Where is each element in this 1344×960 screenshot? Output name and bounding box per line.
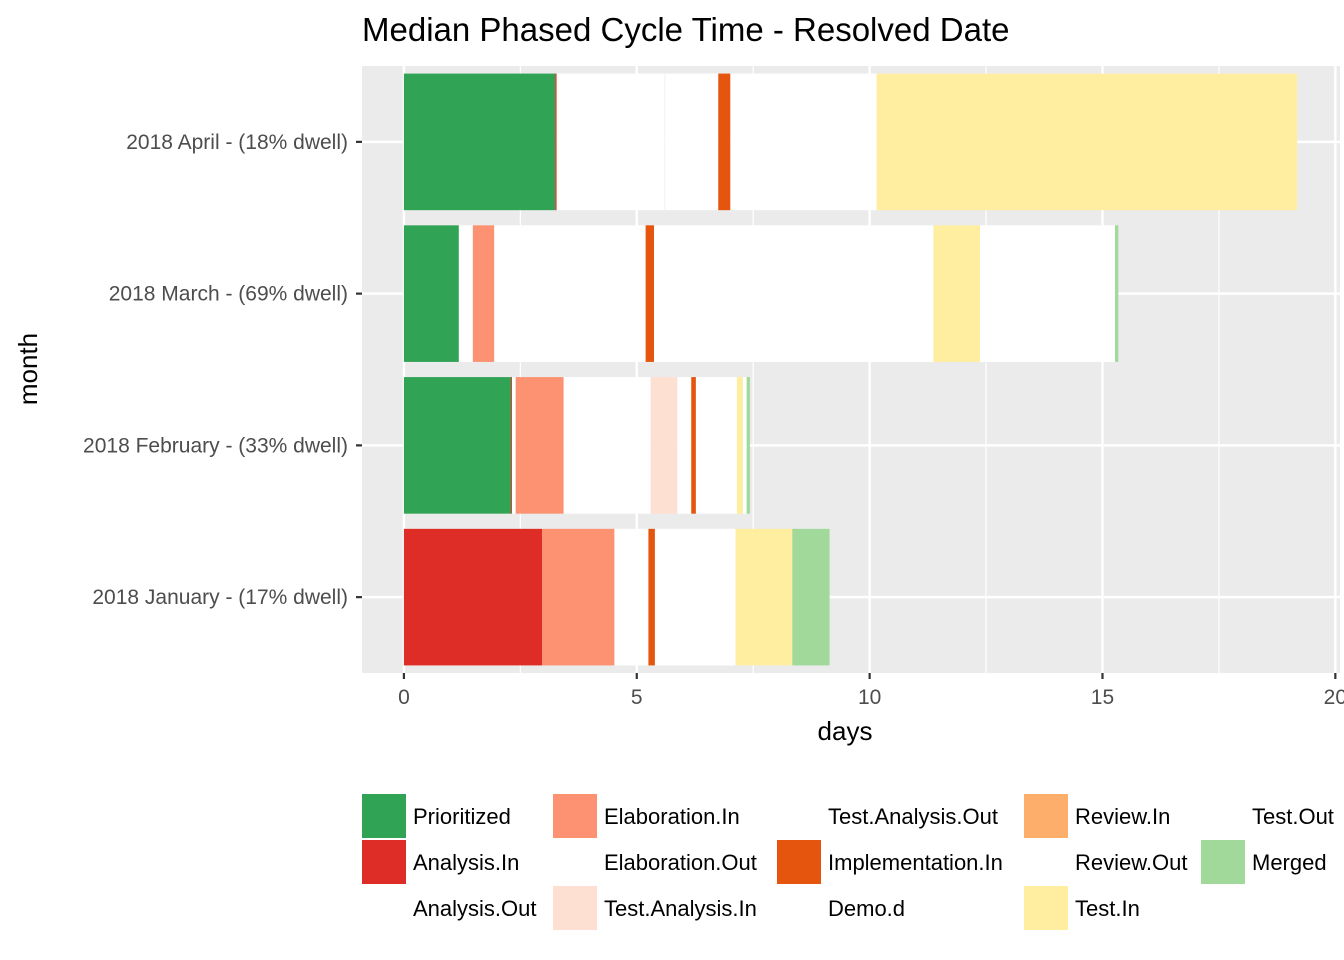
bar-segment-elaboration-in (542, 528, 615, 666)
bar-segment-elaboration-out (494, 225, 646, 362)
legend-key (777, 840, 821, 884)
bar-segment-elaboration-out (614, 528, 649, 666)
bar-segment-analysis-in (511, 377, 512, 514)
bar-segment-test-in (876, 73, 1298, 211)
bar-segment-test-analysis-in (664, 73, 666, 211)
bar-segment-test-in (736, 377, 743, 514)
legend-label: Elaboration.Out (604, 850, 757, 875)
bar-segment-demo-d (695, 377, 737, 514)
legend-label: Demo.d (828, 896, 905, 921)
legend-label: Review.Out (1075, 850, 1188, 875)
legend-key (553, 794, 597, 838)
x-axis: 0 5 10 15 20 (398, 673, 1344, 709)
legend-label: Test.Analysis.Out (828, 804, 998, 829)
bar-segment-test-out (980, 225, 1116, 362)
bar-segment-implementation-in (718, 73, 731, 211)
bar-segment-merged (1115, 225, 1119, 362)
bar-segment-test-analysis-out (677, 377, 692, 514)
bar-segment-analysis-out (511, 377, 516, 514)
legend-key (777, 794, 821, 838)
bar-segment-demo-d (654, 225, 934, 362)
x-tick-label: 15 (1091, 686, 1114, 709)
bar-segment-elaboration-in (515, 377, 564, 514)
bar-segment-elaboration-out (563, 377, 651, 514)
legend-label: Test.In (1075, 896, 1140, 921)
y-tick-label: 2018 February - (33% dwell) (83, 434, 348, 457)
x-tick-label: 5 (631, 686, 643, 709)
bar-segment-analysis-in (555, 73, 557, 211)
y-tick-label: 2018 March - (69% dwell) (109, 283, 348, 306)
legend-label: Test.Analysis.In (604, 896, 757, 921)
legend: Prioritized Analysis.In Analysis.Out Elabor… (362, 794, 1334, 930)
legend-label: Merged (1252, 850, 1327, 875)
y-axis: 2018 April - (18% dwell) 2018 March - (69… (83, 131, 362, 609)
legend-key (553, 886, 597, 930)
legend-key (362, 840, 406, 884)
chart-title: Median Phased Cycle Time - Resolved Date (362, 11, 1009, 48)
bar-segment-merged (746, 377, 750, 514)
legend-key (1201, 794, 1245, 838)
bar-segment-analysis-in (403, 528, 543, 666)
bar-segment-demo-d (730, 73, 877, 211)
legend-label: Test.Out (1252, 804, 1334, 829)
legend-key (362, 794, 406, 838)
x-axis-label: days (818, 716, 873, 746)
bar-segment-implementation-in (691, 377, 696, 514)
bar-segment-implementation-in (645, 225, 655, 362)
bar-segment-test-in (735, 528, 793, 666)
y-tick-label: 2018 April - (18% dwell) (126, 131, 348, 154)
x-tick-label: 0 (398, 686, 410, 709)
bar-segment-test-analysis-out (665, 73, 719, 211)
bar-segment-demo-d (654, 528, 736, 666)
legend-key (1024, 840, 1068, 884)
x-tick-label: 20 (1324, 686, 1344, 709)
bar-segment-elaboration-in (472, 225, 495, 362)
legend-label: Review.In (1075, 804, 1170, 829)
bar-segment-merged (792, 528, 830, 666)
bar-segment-prioritized (403, 73, 556, 211)
legend-key (1024, 886, 1068, 930)
legend-key (362, 886, 406, 930)
legend-key (777, 886, 821, 930)
legend-label: Prioritized (413, 804, 511, 829)
bar-segment-analysis-out (458, 225, 473, 362)
y-axis-label: month (13, 333, 43, 405)
bar-segment-test-analysis-in (650, 377, 678, 514)
legend-key (553, 840, 597, 884)
legend-key (1024, 794, 1068, 838)
bars (403, 73, 1298, 666)
bar-segment-elaboration-out (556, 73, 665, 211)
legend-label: Analysis.In (413, 850, 519, 875)
legend-label: Implementation.In (828, 850, 1003, 875)
y-tick-label: 2018 January - (17% dwell) (92, 586, 348, 609)
bar-segment-test-out (742, 377, 747, 514)
legend-key (1201, 840, 1245, 884)
bar-segment-prioritized (403, 377, 512, 514)
x-tick-label: 10 (858, 686, 881, 709)
bar-segment-implementation-in (648, 528, 655, 666)
bar-segment-prioritized (403, 225, 459, 362)
legend-label: Elaboration.In (604, 804, 740, 829)
legend-label: Analysis.Out (413, 896, 537, 921)
bar-segment-test-in (933, 225, 981, 362)
